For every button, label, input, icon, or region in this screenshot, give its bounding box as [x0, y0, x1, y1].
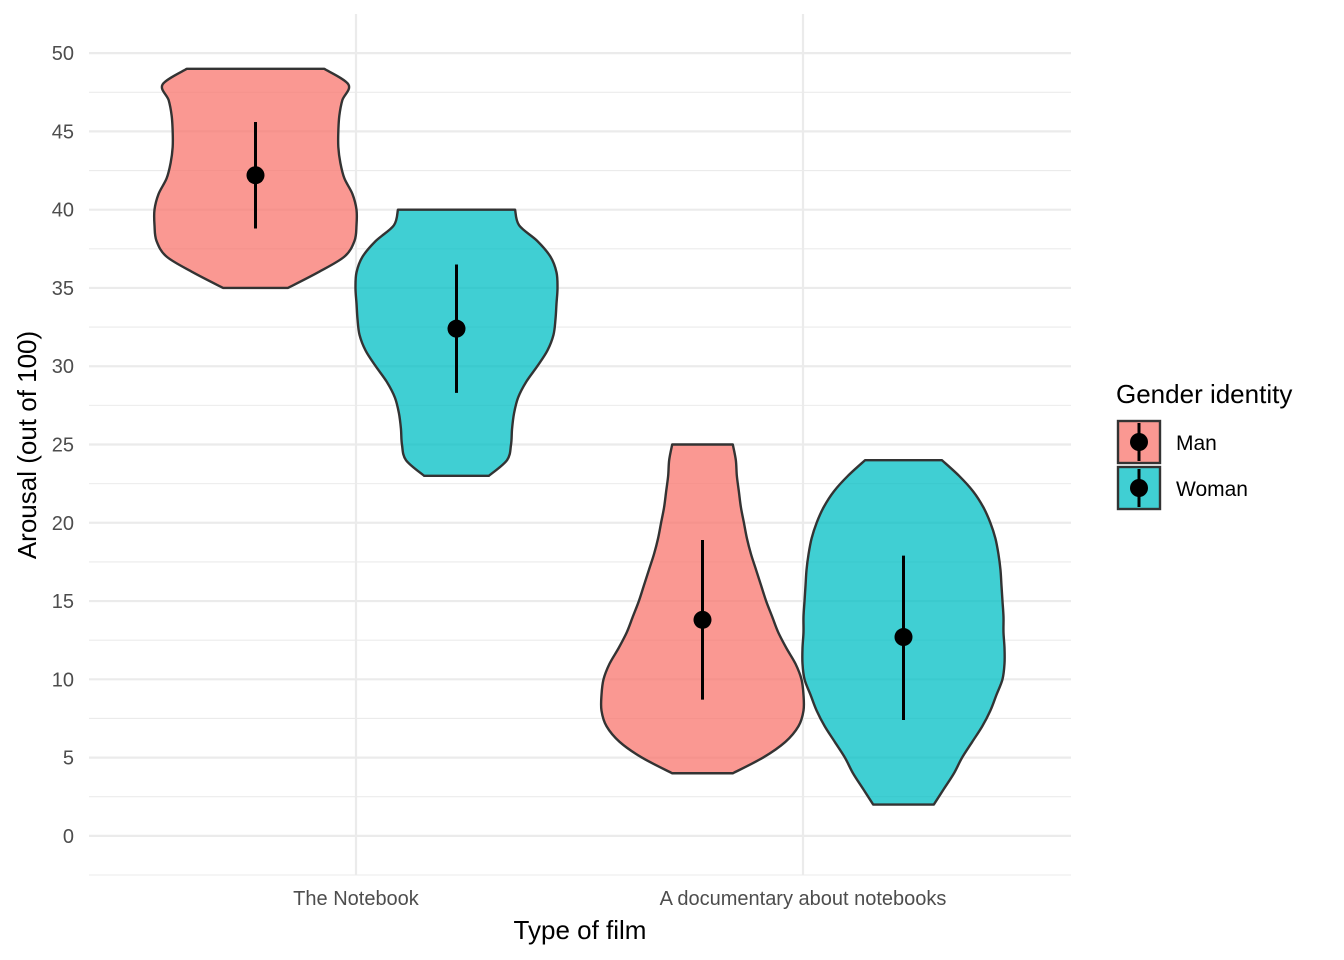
legend-entries: Man Woman [1116, 419, 1248, 511]
y-tick-label: 20 [52, 513, 74, 535]
legend-entry-man: Man [1116, 419, 1217, 465]
legend-key-point [1130, 433, 1148, 451]
y-tick-label: 40 [52, 200, 74, 222]
y-tick-label: 15 [52, 591, 74, 613]
y-tick-label: 0 [63, 826, 74, 848]
mean-error-bars [246, 122, 913, 721]
y-tick-label: 25 [52, 435, 74, 457]
y-tick-label: 5 [63, 748, 74, 770]
x-axis-tick-labels: The Notebook A documentary about notebook… [293, 888, 946, 910]
y-tick-label: 35 [52, 278, 74, 300]
legend-title: Gender identity [1116, 379, 1292, 409]
x-axis-title: Type of film [514, 915, 647, 945]
legend-label: Man [1176, 432, 1217, 455]
x-tick-label: A documentary about notebooks [660, 888, 947, 910]
y-tick-label: 50 [52, 43, 74, 65]
y-tick-label: 30 [52, 356, 74, 378]
mean-point [894, 628, 913, 647]
mean-point [447, 319, 466, 338]
legend-key-point [1130, 479, 1148, 497]
grid-lines [89, 14, 1071, 876]
y-tick-label: 10 [52, 669, 74, 691]
y-tick-label: 45 [52, 121, 74, 143]
y-axis-tick-labels: 0 5 10 15 20 25 30 35 40 45 50 [52, 43, 74, 848]
legend-entry-woman: Woman [1116, 465, 1248, 511]
violins [152, 67, 1006, 806]
y-axis-title: Arousal (out of 100) [12, 331, 42, 559]
legend: Gender identity Man Woman [1116, 379, 1292, 511]
x-tick-label: The Notebook [293, 888, 420, 910]
mean-point [246, 166, 265, 185]
legend-label: Woman [1176, 478, 1248, 501]
mean-point [693, 610, 712, 629]
